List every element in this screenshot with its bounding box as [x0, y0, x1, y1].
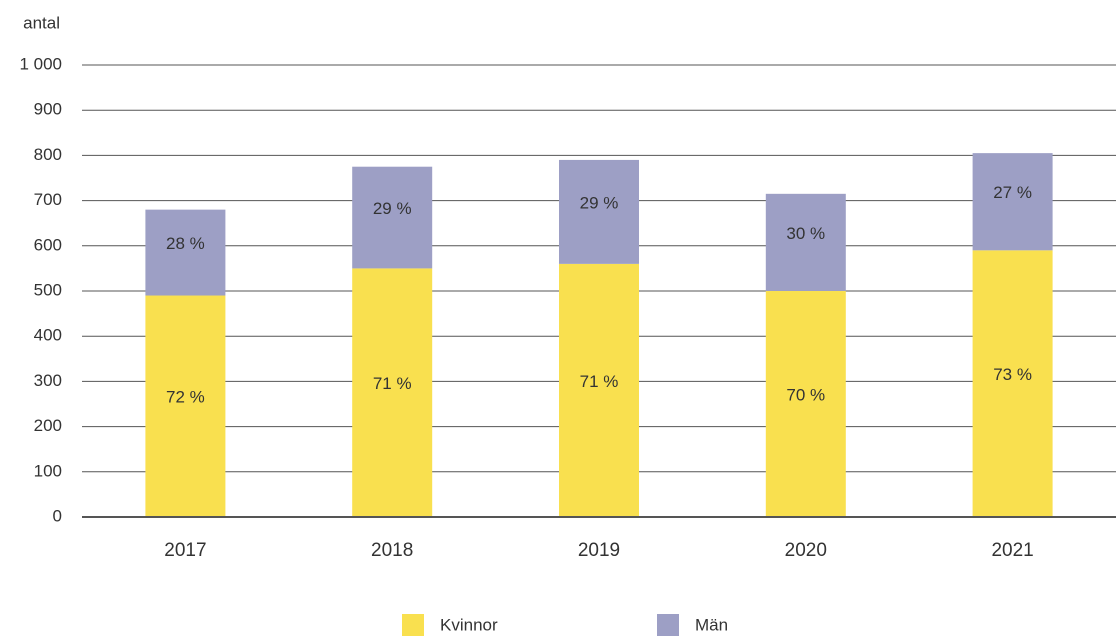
share-label: 73 % [993, 365, 1032, 384]
share-label: 29 % [580, 193, 619, 212]
y-tick-label: 500 [34, 280, 62, 299]
x-tick-label: 2017 [164, 540, 206, 561]
bar-segment [559, 263, 639, 517]
y-tick-label: 600 [34, 235, 62, 254]
share-label: 71 % [580, 372, 619, 391]
bar-segment [765, 193, 846, 291]
bar-segment [352, 166, 433, 269]
y-tick-label: 1 000 [19, 54, 62, 73]
share-label: 72 % [166, 388, 205, 407]
share-label: 30 % [786, 224, 825, 243]
share-label: 29 % [373, 199, 412, 218]
y-tick-label: 200 [34, 416, 62, 435]
bar-segment [145, 295, 226, 517]
y-tick-label: 0 [53, 506, 62, 525]
bar-segment [145, 209, 226, 296]
legend-label: Män [695, 615, 728, 634]
bar-segment [352, 268, 433, 517]
legend-label: Kvinnor [440, 615, 498, 634]
y-tick-label: 300 [34, 371, 62, 390]
y-tick-label: 800 [34, 145, 62, 164]
x-tick-label: 2019 [578, 540, 620, 561]
share-label: 28 % [166, 234, 205, 253]
y-tick-label: 100 [34, 461, 62, 480]
legend-swatch [402, 614, 424, 636]
x-tick-label: 2021 [991, 540, 1033, 561]
x-tick-label: 2018 [371, 540, 413, 561]
y-tick-label: 400 [34, 326, 62, 345]
x-tick-label: 2020 [785, 540, 827, 561]
legend-swatch [657, 614, 679, 636]
y-tick-label: 700 [34, 190, 62, 209]
y-axis-label: antal [23, 13, 60, 32]
share-label: 70 % [786, 385, 825, 404]
share-label: 27 % [993, 183, 1032, 202]
bar-segment [765, 291, 846, 517]
bar-segment [972, 153, 1053, 251]
bar-segment [559, 159, 639, 264]
y-tick-label: 900 [34, 100, 62, 119]
bar-segment [972, 250, 1053, 517]
share-label: 71 % [373, 374, 412, 393]
